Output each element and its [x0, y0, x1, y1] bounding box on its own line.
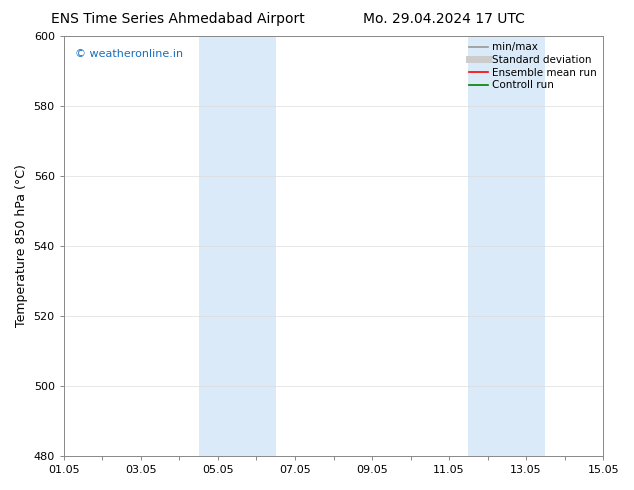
- Legend: min/max, Standard deviation, Ensemble mean run, Controll run: min/max, Standard deviation, Ensemble me…: [466, 39, 600, 93]
- Text: © weatheronline.in: © weatheronline.in: [75, 49, 183, 59]
- Text: Mo. 29.04.2024 17 UTC: Mo. 29.04.2024 17 UTC: [363, 12, 525, 26]
- Bar: [198, 36, 276, 456]
- Text: ENS Time Series Ahmedabad Airport: ENS Time Series Ahmedabad Airport: [51, 12, 304, 26]
- Y-axis label: Temperature 850 hPa (°C): Temperature 850 hPa (°C): [15, 165, 28, 327]
- Bar: [469, 36, 545, 456]
